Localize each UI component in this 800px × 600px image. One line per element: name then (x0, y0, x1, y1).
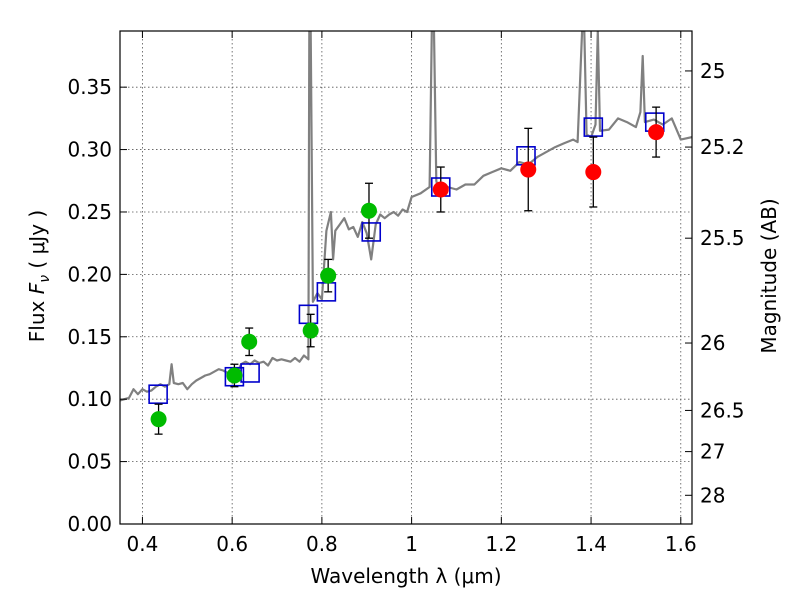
x-tick-label: 0.4 (127, 532, 159, 556)
model-square-marker (148, 384, 168, 404)
green-data-point (241, 333, 258, 350)
x-axis-title: Wavelength λ (μm) (310, 564, 501, 588)
y2-tick-label: 27 (700, 440, 725, 464)
data-points (148, 106, 665, 435)
red-data-point (648, 124, 665, 141)
green-data-point (150, 411, 167, 428)
y-tick-label: 0.15 (67, 325, 112, 349)
red-data-point (520, 161, 537, 178)
model-square-marker (583, 117, 604, 137)
y2-axis-title: Magnitude (AB) (757, 198, 781, 353)
x-tick-label: 1.6 (665, 532, 697, 556)
y2-tick-label: 25.5 (700, 226, 745, 250)
green-data-point (302, 322, 319, 339)
y-tick-label: 0.35 (67, 75, 112, 99)
red-data-point (432, 181, 449, 198)
y-tick-label: 0.20 (67, 262, 112, 286)
x-tick-label: 1 (405, 532, 418, 556)
y2-tick-label: 25.2 (700, 135, 745, 159)
y2-tick-label: 28 (700, 483, 725, 507)
y-axis-title-prefix: Flux (25, 294, 49, 342)
plot-frame (119, 30, 693, 525)
y-axis-title-symbol: F (25, 282, 49, 294)
x-tick-label: 0.6 (216, 532, 248, 556)
green-data-point (320, 267, 337, 284)
model-spectrum (120, 31, 692, 402)
grid-lines (120, 31, 692, 525)
y-tick-label: 0.05 (67, 450, 112, 474)
y-tick-label: 0.25 (67, 200, 112, 224)
y-tick-label: 0.00 (67, 512, 112, 536)
y-axis-title-suffix: ( μJy ) (25, 210, 49, 275)
y-axis-title-subscript: ν (37, 275, 53, 283)
model-spectrum-line (120, 31, 692, 402)
model-square-marker (361, 222, 382, 242)
green-data-point (360, 202, 377, 219)
red-data-point (585, 164, 602, 181)
y2-tick-label: 26.5 (700, 398, 745, 422)
y2-tick-label: 25 (700, 59, 725, 83)
x-tick-label: 1.2 (485, 532, 517, 556)
green-data-point (226, 367, 243, 384)
y2-tick-label: 26 (700, 331, 725, 355)
x-tick-label: 0.8 (306, 532, 338, 556)
y-axis-title: Flux Fν ( μJy ) (25, 210, 53, 342)
y-tick-label: 0.30 (67, 138, 112, 162)
x-tick-label: 1.4 (575, 532, 607, 556)
axis-ticks: 0.4 0.6 0.8 1 1.2 1.4 1.6 0.00 0.05 0.10 0.15 0.20 0… (67, 31, 745, 556)
y-tick-label: 0.10 (67, 387, 112, 411)
